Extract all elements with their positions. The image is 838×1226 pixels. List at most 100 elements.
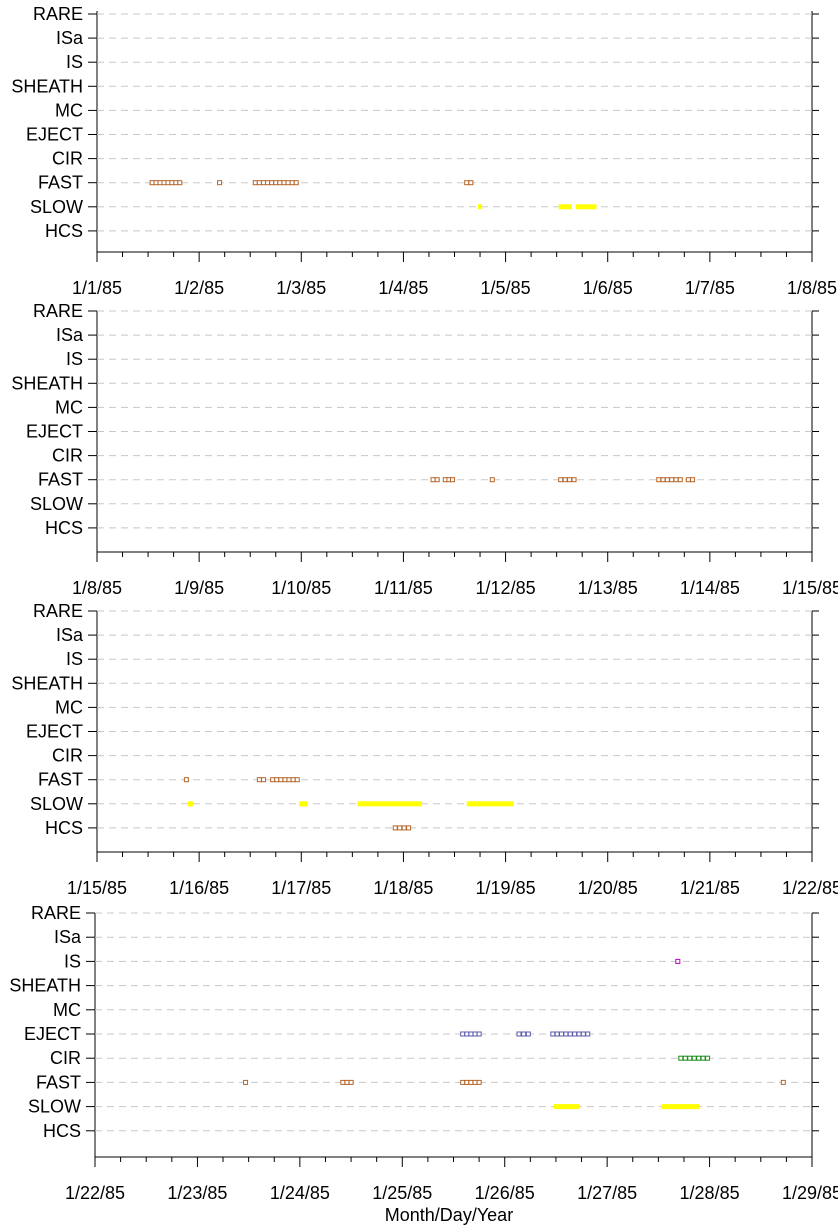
data-point-fast: [282, 777, 288, 783]
data-point-eject: [476, 1031, 482, 1037]
x-tick-label: 1/4/85: [378, 278, 428, 298]
data-point-fast: [677, 477, 683, 483]
data-point-fast: [269, 180, 275, 186]
y-tick-label-eject: EJECT: [24, 1024, 81, 1044]
data-point-eject: [464, 1031, 470, 1037]
x-tick-label: 1/15/85: [67, 878, 127, 898]
y-tick-label-slow: SLOW: [30, 197, 83, 217]
x-tick-label: 1/22/85: [65, 1183, 125, 1203]
data-point-fast: [270, 777, 276, 783]
x-tick-label: 1/6/85: [583, 278, 633, 298]
y-tick-label-cir: CIR: [50, 1048, 81, 1068]
data-point-hcs: [397, 825, 403, 831]
data-point-fast: [468, 180, 474, 186]
data-point-hcs: [392, 825, 398, 831]
data-point-eject: [472, 1031, 478, 1037]
data-point-eject: [585, 1031, 591, 1037]
data-point-fast: [293, 180, 299, 186]
data-point-cir: [700, 1055, 706, 1061]
data-point-fast: [464, 1079, 470, 1085]
y-tick-label-fast: FAST: [38, 173, 83, 193]
data-point-cir: [691, 1055, 697, 1061]
x-tick-label: 1/14/85: [680, 578, 740, 598]
data-point-fast: [567, 477, 573, 483]
y-tick-label-mc: MC: [53, 1000, 81, 1020]
data-point-eject: [521, 1031, 527, 1037]
y-tick-label-fast: FAST: [36, 1072, 81, 1092]
data-point-fast: [157, 180, 163, 186]
data-point-fast: [281, 180, 287, 186]
data-point-eject: [550, 1031, 556, 1037]
x-tick-label: 1/24/85: [270, 1183, 330, 1203]
y-tick-label-eject: EJECT: [26, 722, 83, 742]
data-bar-slow: [558, 204, 572, 210]
y-tick-label-slow: SLOW: [30, 794, 83, 814]
data-point-fast: [256, 777, 262, 783]
chart-panel-1: RARE ISa IS SHEATH MC EJECT CIR FAST SLOW HCS 1/1/…: [11, 4, 837, 298]
data-point-fast: [177, 180, 183, 186]
y-tick-label-is: IS: [64, 951, 81, 971]
x-tick-label: 1/21/85: [680, 878, 740, 898]
data-point-fast: [434, 477, 440, 483]
y-tick-label-slow: SLOW: [28, 1097, 81, 1117]
y-tick-label-rare: RARE: [33, 301, 83, 321]
y-tick-label-hcs: HCS: [43, 1121, 81, 1141]
x-tick-label: 1/15/85: [782, 578, 838, 598]
data-point-cir: [696, 1055, 702, 1061]
x-tick-label: 1/9/85: [174, 578, 224, 598]
data-point-fast: [348, 1079, 354, 1085]
y-tick-label-sheath: SHEATH: [11, 373, 83, 393]
data-point-fast: [261, 777, 267, 783]
y-tick-label-isa: ISa: [54, 927, 82, 947]
chart-panel-2: RARE ISa IS SHEATH MC EJECT CIR FAST SLOW HCS 1/8/…: [11, 301, 838, 598]
y-tick-label-isa: ISa: [56, 625, 84, 645]
data-point-fast: [260, 180, 266, 186]
data-point-cir: [678, 1055, 684, 1061]
data-point-fast: [285, 180, 291, 186]
y-tick-label-is: IS: [66, 349, 83, 369]
data-point-fast: [673, 477, 679, 483]
data-point-fast: [265, 180, 271, 186]
data-point-fast: [468, 1079, 474, 1085]
y-tick-label-eject: EJECT: [26, 422, 83, 442]
data-point-fast: [278, 777, 284, 783]
x-tick-label: 1/8/85: [72, 578, 122, 598]
data-point-fast: [277, 180, 283, 186]
data-point-fast: [289, 180, 295, 186]
data-point-eject: [572, 1031, 578, 1037]
x-tick-label: 1/11/85: [374, 578, 433, 598]
data-point-fast: [183, 777, 189, 783]
data-point-fast: [450, 477, 455, 483]
data-point-eject: [563, 1031, 569, 1037]
y-tick-label-hcs: HCS: [45, 518, 83, 538]
x-tick-label: 1/19/85: [476, 878, 536, 898]
data-point-fast: [165, 180, 171, 186]
data-point-eject: [554, 1031, 560, 1037]
y-tick-label-is: IS: [66, 649, 83, 669]
x-tick-label: 1/29/85: [782, 1183, 838, 1203]
y-tick-label-sheath: SHEATH: [11, 76, 83, 96]
x-tick-label: 1/12/85: [476, 578, 536, 598]
x-tick-label: 1/20/85: [578, 878, 638, 898]
data-point-cir: [705, 1055, 711, 1061]
y-tick-label-eject: EJECT: [26, 125, 83, 145]
data-point-fast: [344, 1079, 350, 1085]
data-point-fast: [476, 1079, 482, 1085]
data-point-fast: [161, 180, 167, 186]
y-tick-label-hcs: HCS: [45, 221, 83, 241]
data-point-fast: [660, 477, 666, 483]
data-point-hcs: [406, 825, 412, 831]
data-point-fast: [558, 477, 564, 483]
y-tick-label-hcs: HCS: [45, 818, 83, 838]
data-point-fast: [243, 1079, 249, 1085]
data-point-fast: [690, 477, 696, 483]
y-tick-label-mc: MC: [55, 100, 83, 120]
data-point-fast: [286, 777, 292, 783]
data-bar-slow: [299, 801, 308, 807]
x-axis-title: Month/Day/Year: [385, 1205, 513, 1225]
x-tick-label: 1/18/85: [373, 878, 433, 898]
x-tick-label: 1/5/85: [481, 278, 531, 298]
data-bar-slow: [576, 204, 597, 210]
data-point-eject: [516, 1031, 522, 1037]
data-point-fast: [464, 180, 470, 186]
